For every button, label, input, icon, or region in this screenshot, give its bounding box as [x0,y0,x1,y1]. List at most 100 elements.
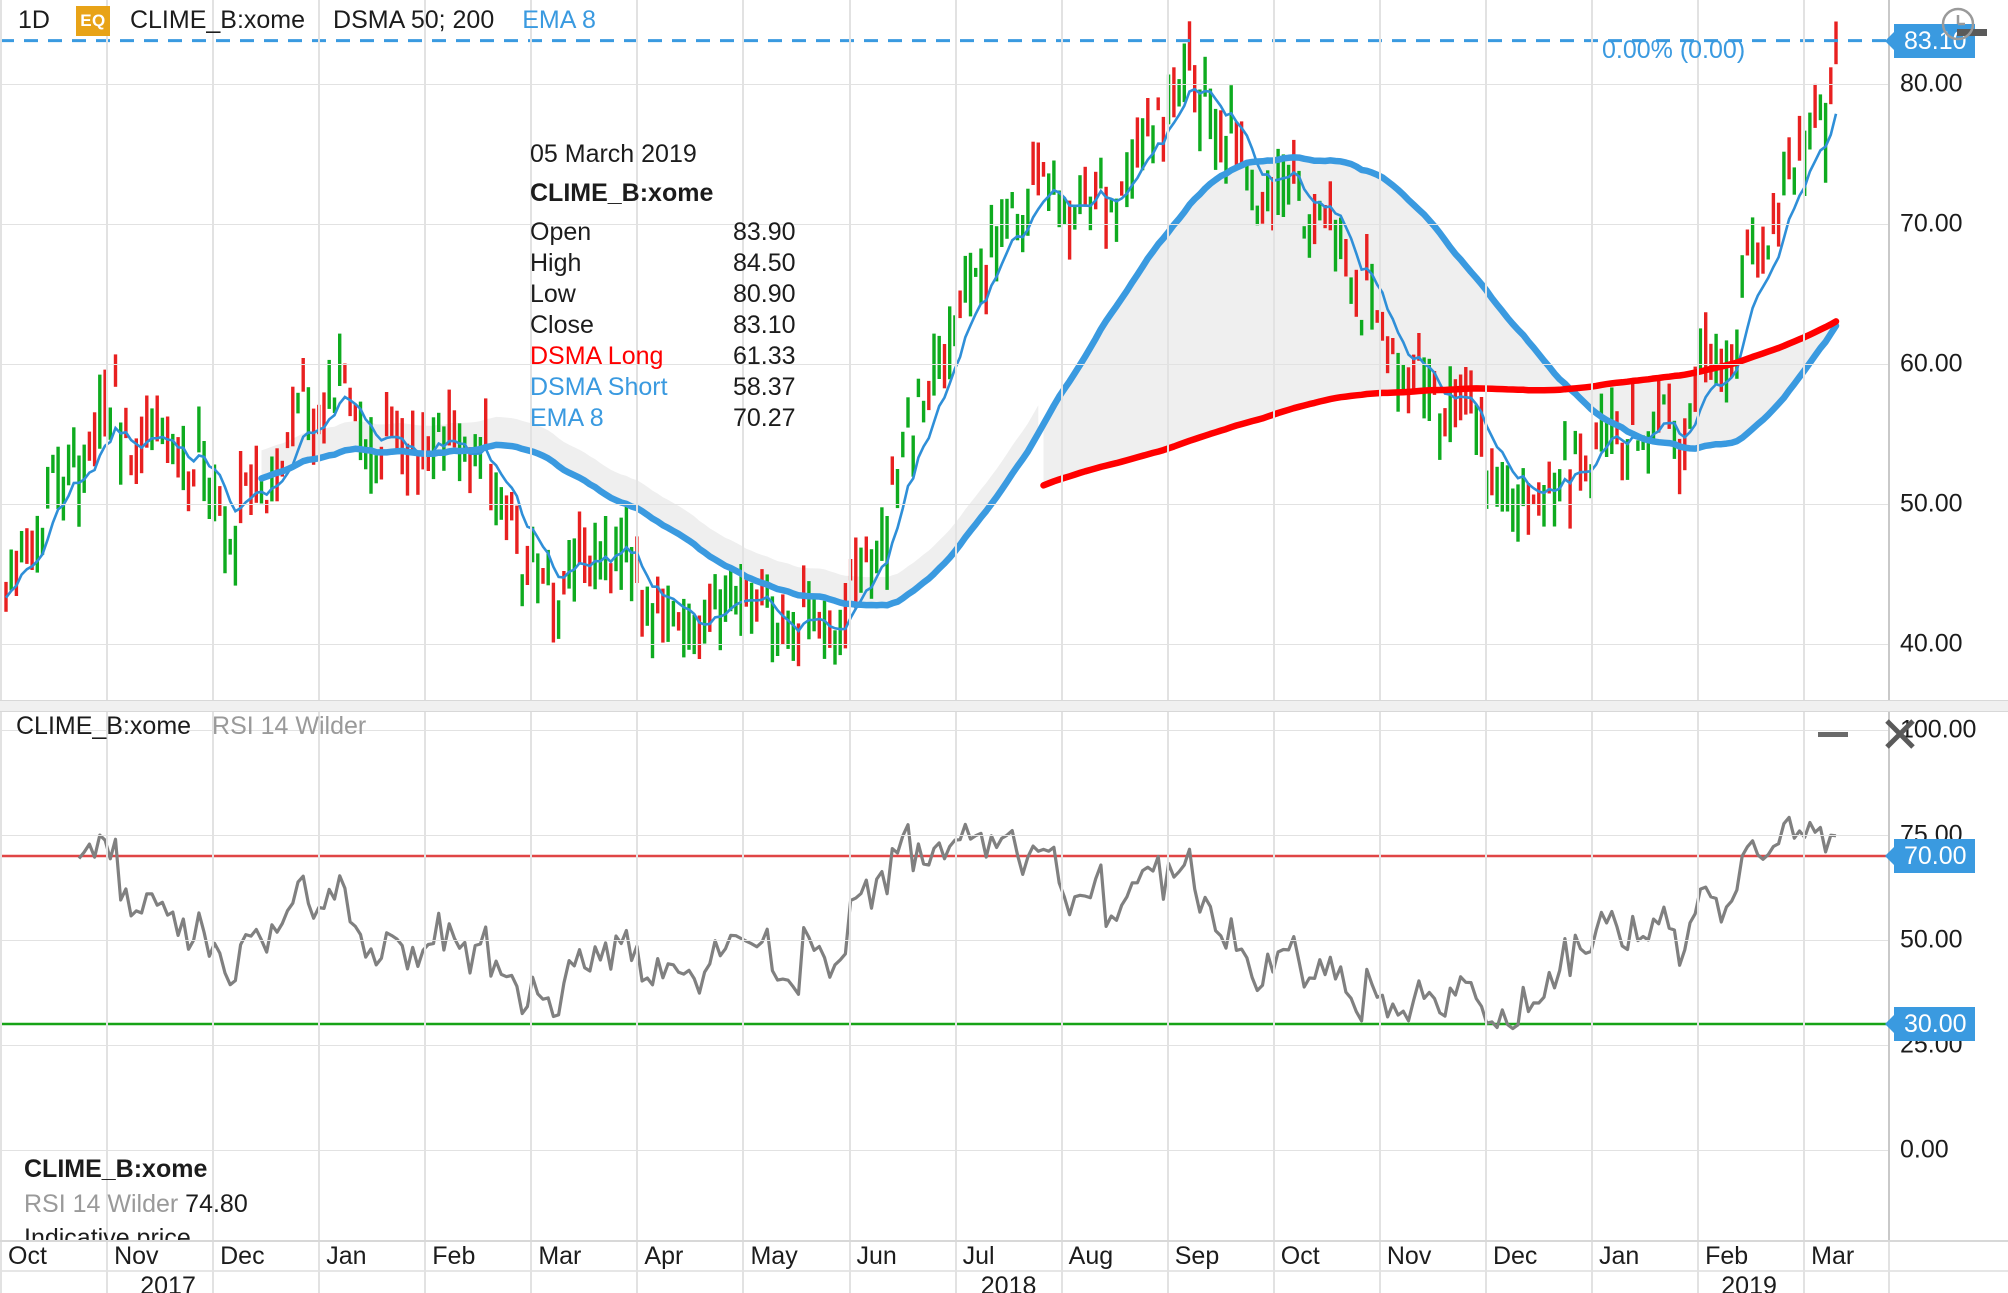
cloud-region [1043,157,1836,486]
horizontal-gridline [0,1150,1888,1151]
month-tick-label: Nov [1386,1242,1432,1270]
current-price-badge[interactable]: 83.10 [1894,23,1975,58]
rsi-chart-panel[interactable] [0,712,1888,1240]
ohlc-bars [4,21,1838,667]
price-axis[interactable]: 80.00 70.00 60.00 50.00 40.00 83.10 [1888,0,2008,712]
horizontal-gridline [0,224,1888,225]
close-glyph [1885,719,1915,749]
vertical-gridline [1591,712,1593,1240]
vertical-gridline [1166,0,1169,700]
rsi-panel-minimize-icon[interactable] [1816,722,1850,746]
vertical-gridline [1803,0,1806,700]
time-axis[interactable]: Oct Nov Dec Jan Feb Mar Apr May Jun Jul Aug Sep Oct N… [0,1240,2008,1293]
vertical-gridline [212,712,215,1240]
month-separator [1591,1242,1593,1293]
equity-badge[interactable]: EQ [75,6,110,36]
vertical-gridline [636,0,639,700]
vertical-gridline [954,0,957,700]
indicator-dsma-label[interactable]: DSMA 50; 200 [333,5,495,34]
month-tick-label: Jan [1599,1242,1640,1270]
tooltip-row-label: DSMA Long [530,342,664,370]
vertical-gridline [1697,0,1700,700]
month-separator [212,1242,215,1293]
month-tick-label: Mar [538,1242,582,1270]
month-separator [954,1242,957,1293]
rsi-legend-symbol: CLIME_B:xome [24,1155,208,1183]
cloud-region-early [261,405,1039,606]
vertical-gridline [1272,0,1275,700]
rsi-header-indicator[interactable]: RSI 14 Wilder [212,712,367,740]
rsi-legend-value-row: RSI 14 Wilder 74.80 [24,1187,248,1222]
vertical-gridline [0,0,2,700]
rsi-panel-header: CLIME_B:xome RSI 14 Wilder [16,712,366,741]
panel-separator[interactable] [0,700,2008,712]
year-tick-label: 2018 [980,1272,1037,1293]
symbol-label[interactable]: CLIME_B:xome [129,5,306,34]
price-axis-label: 70.00 [1900,209,1963,238]
rsi-axis-label: 0.00 [1900,1135,1949,1164]
tooltip-row-label: High [530,249,582,277]
rsi-legend-indicator: RSI 14 Wilder [24,1189,179,1218]
rsi-panel-close-icon[interactable] [1880,714,1920,754]
year-tick-label: 2017 [140,1272,196,1293]
clock-glyph [1941,7,1975,41]
rsi-overbought-badge[interactable]: 70.00 [1894,839,1975,873]
vertical-gridline [1591,0,1593,700]
vertical-gridline [1378,0,1381,700]
vertical-gridline [0,712,2,1240]
vertical-gridline [318,0,321,700]
rsi-legend-value: 74.80 [185,1189,248,1218]
vertical-gridline [636,712,639,1240]
price-chart-panel[interactable] [0,0,1888,700]
month-separator [1803,1242,1806,1293]
tooltip-row-value: 80.90 [733,280,796,308]
rsi-oversold-badge[interactable]: 30.00 [1894,1007,1975,1041]
indicator-ema-label[interactable]: EMA 8 [522,5,596,34]
year-tick-label: 2019 [1721,1272,1777,1293]
market-type-badge-cell: EQ [75,4,126,36]
horizontal-gridline [0,1045,1888,1046]
price-change-annotation: 0.00% (0.00) [1602,36,1746,64]
tooltip-row-value: 83.10 [733,311,796,339]
vertical-gridline [424,712,427,1240]
month-separator [318,1242,321,1293]
month-tick-label: May [750,1242,798,1270]
chart-toolbar: 1D EQ CLIME_B:xome DSMA 50; 200 EMA 8 [0,0,2008,40]
horizontal-gridline [0,835,1888,836]
month-tick-label: Sep [1174,1242,1220,1270]
month-tick-label: Dec [1492,1242,1538,1270]
tooltip-date: 05 March 2019 [530,140,697,168]
tooltip-row-value: 84.50 [733,249,796,277]
rsi-axis[interactable]: 100.00 75.00 50.00 25.00 0.00 70.00 30.00 [1888,712,2008,1240]
vertical-gridline [318,712,321,1240]
vertical-gridline [1272,712,1275,1240]
tooltip-row: Open 83.90 [530,218,796,249]
tooltip-row-label: EMA 8 [530,404,604,432]
tooltip-row-value: 70.27 [733,404,796,432]
vertical-gridline [848,712,851,1240]
vertical-gridline [848,0,851,700]
tooltip-row: High 84.50 [530,249,796,280]
month-separator [1272,1242,1275,1293]
vertical-gridline [106,712,109,1240]
clock-icon[interactable] [1938,4,1978,44]
month-separator [0,1242,2,1293]
horizontal-gridline [0,730,1888,731]
vertical-gridline [106,0,109,700]
month-tick-label: Nov [114,1242,159,1270]
vertical-gridline [954,712,957,1240]
horizontal-gridline [0,364,1888,365]
tooltip-row: EMA 8 70.27 [530,404,796,435]
month-separator [742,1242,745,1293]
month-separator [1697,1242,1700,1293]
tooltip-row-label: DSMA Short [530,373,668,401]
vertical-gridline [530,712,533,1240]
vertical-gridline [424,0,427,700]
month-separator [1888,1242,1890,1293]
rsi-legend: CLIME_B:xome RSI 14 Wilder 74.80 Indicat… [24,1152,248,1256]
tooltip-row: DSMA Long 61.33 [530,342,796,373]
month-tick-label: Oct [1280,1242,1320,1270]
rsi-header-symbol[interactable]: CLIME_B:xome [16,712,192,740]
month-tick-label: Jun [856,1242,897,1270]
interval-selector[interactable]: 1D [18,5,50,34]
